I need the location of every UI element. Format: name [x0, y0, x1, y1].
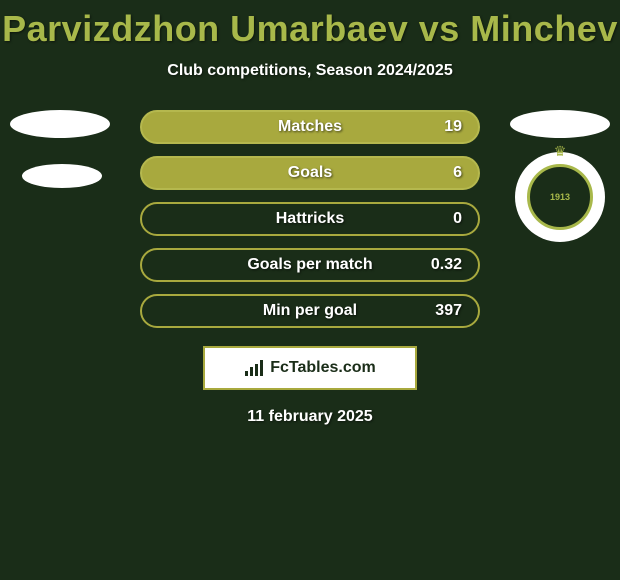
subtitle: Club competitions, Season 2024/2025: [0, 62, 620, 80]
stat-bar: Goals per match 0.32: [140, 248, 480, 282]
crown-icon: ♛: [554, 143, 567, 160]
stat-value: 0.32: [431, 256, 462, 274]
left-player-markers: [10, 110, 110, 214]
club-badge-inner: 1913: [527, 164, 593, 230]
club-badge: ♛ 1913: [515, 152, 605, 242]
stat-value: 6: [453, 164, 462, 182]
stat-label: Min per goal: [263, 302, 357, 320]
stat-bar: Hattricks 0: [140, 202, 480, 236]
date-text: 11 february 2025: [0, 408, 620, 426]
stat-label: Goals per match: [247, 256, 372, 274]
stat-label: Goals: [288, 164, 332, 182]
stat-label: Hattricks: [276, 210, 344, 228]
stat-value: 0: [453, 210, 462, 228]
stats-bars: Matches 19 Goals 6 Hattricks 0 Goals per…: [140, 110, 480, 328]
stat-bar: Min per goal 397: [140, 294, 480, 328]
brand-text: FcTables.com: [270, 359, 376, 377]
player-right-ellipse: [510, 110, 610, 138]
page-title: Parvizdzhon Umarbaev vs Minchev: [0, 0, 620, 50]
right-player-markers: ♛ 1913: [510, 110, 610, 242]
stat-value: 19: [444, 118, 462, 136]
stat-bar: Matches 19: [140, 110, 480, 144]
chart-area: ♛ 1913 Matches 19 Goals 6 Hattricks 0 Go…: [0, 110, 620, 328]
chart-icon: [244, 359, 266, 377]
player-left-ellipse: [10, 110, 110, 138]
stat-bar: Goals 6: [140, 156, 480, 190]
stat-label: Matches: [278, 118, 342, 136]
player-left-ellipse: [22, 164, 102, 188]
stat-value: 397: [435, 302, 462, 320]
club-badge-year: 1913: [550, 192, 570, 202]
brand-box: FcTables.com: [203, 346, 417, 390]
